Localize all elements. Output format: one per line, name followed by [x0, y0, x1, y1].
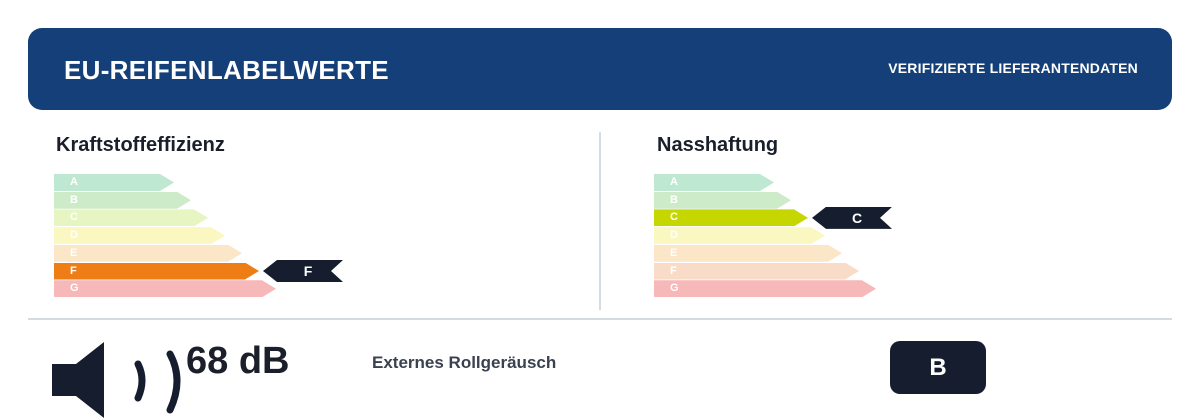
wet-grade-bar-b: B: [654, 192, 791, 209]
fuel-grade-bar-d: D: [54, 227, 225, 244]
fuel-grade-bar-a: A: [54, 174, 174, 191]
noise-class-badge: B: [890, 341, 986, 394]
horizontal-divider: [28, 318, 1172, 320]
wet-grade-bar-c: C: [654, 209, 808, 226]
wet-grip-title: Nasshaftung: [657, 134, 779, 156]
verified-badge: VERIFIZIERTE LIEFERANTENDATEN: [888, 60, 1138, 76]
speaker-icon: [52, 342, 181, 418]
fuel-grade-bar-e: E: [54, 245, 242, 262]
page-title: EU-REIFENLABELWERTE: [64, 55, 389, 85]
vertical-divider: [599, 132, 601, 310]
fuel-grade-bar-c: C: [54, 209, 208, 226]
wet-grade-bar-a: A: [654, 174, 774, 191]
wet-grade-bar-d: D: [654, 227, 825, 244]
wet-grade-bar-g: G: [654, 280, 876, 297]
fuel-efficiency-title: Kraftstoffeffizienz: [56, 134, 225, 156]
fuel-grade-bar-f: F: [54, 263, 259, 280]
fuel-grade-bar-g: G: [54, 280, 276, 297]
wet-grade-bar-f: F: [654, 263, 859, 280]
noise-value: 68 dB: [186, 340, 290, 382]
wet-grade-bar-e: E: [654, 245, 842, 262]
wet-rating-marker: C: [812, 207, 892, 229]
fuel-grade-bar-b: B: [54, 192, 191, 209]
header-banner: EU-REIFENLABELWERTE VERIFIZIERTE LIEFERA…: [28, 28, 1172, 110]
noise-label: Externes Rollgeräusch: [372, 353, 557, 372]
fuel-rating-marker: F: [263, 260, 343, 282]
